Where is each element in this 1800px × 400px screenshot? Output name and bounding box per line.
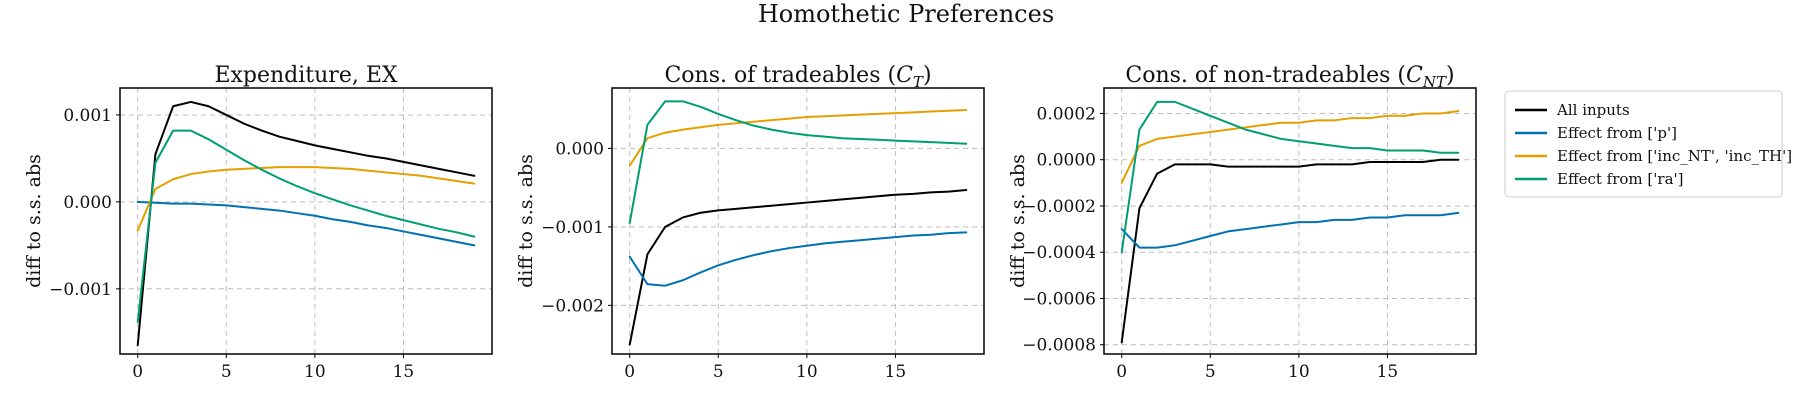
y-tick-label: −0.0004 — [1022, 243, 1096, 263]
x-tick-label: 15 — [393, 362, 415, 382]
series-line-0 — [1120, 158, 1460, 344]
subplot-tradeables: Cons. of tradeables (CT) 0 5 10 15 −0.002 −0.… — [515, 63, 985, 382]
y-tick-label: −0.0008 — [1022, 336, 1096, 356]
legend-label: Effect from ['ra'] — [1557, 170, 1684, 188]
plot-frame — [611, 87, 985, 355]
y-axis-label: diff to s.s. abs — [1007, 154, 1029, 288]
series-line-3 — [628, 100, 968, 224]
x-tick-label: 15 — [885, 362, 907, 382]
plot-frame — [1103, 87, 1477, 355]
y-tick-label: 0.0002 — [1037, 104, 1096, 124]
x-tick-label: 5 — [221, 362, 232, 382]
series-line-2 — [136, 166, 476, 232]
series-line-1 — [1120, 211, 1460, 249]
y-tick-label: −0.0002 — [1022, 197, 1096, 217]
series-line-0 — [628, 189, 968, 346]
series-line-3 — [136, 129, 476, 323]
x-tick-label: 5 — [1205, 362, 1216, 382]
subplot-title-tradeables: Cons. of tradeables (CT) — [664, 63, 931, 91]
x-tick-label: 10 — [796, 362, 818, 382]
y-tick-label: 0.0000 — [1037, 151, 1096, 171]
y-tick-label: −0.001 — [49, 280, 112, 300]
y-tick-label: 0.000 — [63, 193, 112, 213]
legend-box — [1504, 90, 1783, 198]
series-line-1 — [136, 200, 476, 247]
y-axis-label: diff to s.s. abs — [515, 154, 537, 288]
legend-label: All inputs — [1556, 101, 1630, 119]
subplot-non-tradeables: Cons. of non-tradeables (CNT) 0 5 10 15 −0.0… — [1007, 63, 1477, 382]
series-line-1 — [628, 231, 968, 287]
legend-label: Effect from ['p'] — [1557, 124, 1677, 142]
y-tick-label: 0.001 — [63, 106, 112, 126]
x-tick-label: 10 — [1288, 362, 1310, 382]
subplot-title-non-tradeables: Cons. of non-tradeables (CNT) — [1125, 63, 1454, 91]
subplot-title-expenditure: Expenditure, EX — [214, 63, 397, 88]
x-tick-label: 0 — [1116, 362, 1127, 382]
series-line-2 — [1120, 110, 1460, 184]
legend-label: Effect from ['inc_NT', 'inc_TH'] — [1557, 147, 1792, 165]
x-tick-label: 0 — [624, 362, 635, 382]
y-tick-label: 0.000 — [555, 139, 604, 159]
x-tick-label: 10 — [304, 362, 326, 382]
series-line-0 — [136, 100, 476, 347]
x-tick-label: 15 — [1377, 362, 1399, 382]
y-axis-label: diff to s.s. abs — [23, 154, 45, 288]
x-tick-label: 0 — [132, 362, 143, 382]
figure-title: Homothetic Preferences — [758, 0, 1054, 28]
series-line-2 — [628, 108, 968, 167]
y-tick-label: −0.002 — [541, 296, 604, 316]
x-tick-label: 5 — [713, 362, 724, 382]
y-tick-label: −0.0006 — [1022, 289, 1096, 309]
series-line-3 — [1120, 100, 1460, 254]
plot-frame — [119, 87, 493, 355]
subplot-expenditure: Expenditure, EX 0 5 10 15 −0.001 0.000 0.001 di… — [23, 63, 493, 382]
legend: All inputs Effect from ['p'] Effect from [… — [1504, 90, 1792, 198]
y-tick-label: −0.001 — [541, 218, 604, 238]
